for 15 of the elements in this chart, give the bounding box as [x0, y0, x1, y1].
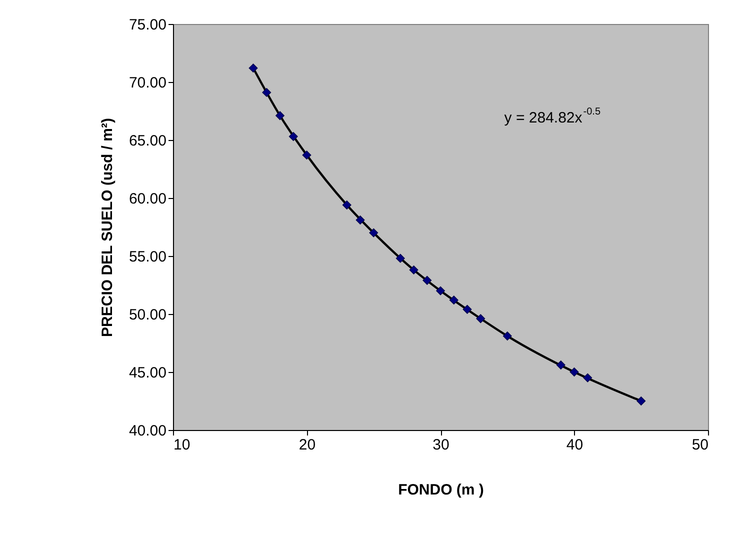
x-axis-title: FONDO (m ): [398, 482, 484, 498]
x-tick-label: 30: [432, 436, 450, 454]
y-axis-title: PRECIO DEL SUELO (usd / m²): [98, 118, 116, 337]
y-tick-label: 55.00: [128, 248, 166, 266]
x-tick-label: 50: [692, 436, 708, 454]
x-tick-label: 40: [566, 436, 584, 454]
x-tick-label: 10: [174, 436, 190, 454]
y-tick-label: 40.00: [128, 422, 166, 440]
y-tick-label: 45.00: [128, 364, 166, 382]
y-tick-label: 75.00: [128, 16, 166, 34]
y-tick-label: 50.00: [128, 306, 166, 324]
y-tick-label: 65.00: [128, 132, 166, 150]
x-tick-label: 20: [298, 436, 316, 454]
y-tick-label: 70.00: [128, 74, 166, 92]
y-tick-label: 60.00: [128, 190, 166, 208]
